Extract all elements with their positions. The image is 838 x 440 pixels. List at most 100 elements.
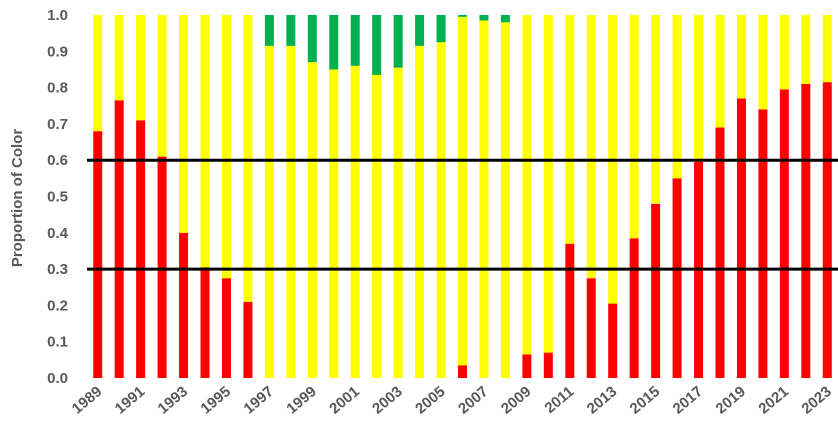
y-tick-label: 0.6	[47, 152, 68, 169]
bar-segment-1-2012	[586, 15, 596, 279]
bar-segment-2-2005	[436, 15, 446, 43]
bar-segment-1-2009	[522, 15, 532, 355]
bar-segment-1-1997	[264, 45, 274, 378]
bar-segment-0-2012	[586, 278, 596, 378]
bar-segment-2-1997	[264, 15, 274, 46]
bar-segment-1-2011	[565, 15, 575, 244]
x-tick-label: 1993	[155, 383, 191, 417]
x-tick-label: 2015	[627, 383, 663, 417]
y-axis-label: Proportion of Color	[9, 129, 26, 267]
bar-segment-1-1992	[157, 15, 167, 157]
bar-segment-0-2021	[779, 89, 789, 378]
bar-segment-0-1992	[157, 156, 167, 378]
bar-segment-1-2014	[629, 15, 639, 239]
x-tick-label: 2011	[541, 383, 577, 417]
bar-segment-1-2003	[393, 67, 403, 378]
y-tick-label: 0.8	[47, 80, 68, 97]
bar-segment-2-2006	[458, 15, 467, 17]
x-tick-label: 2021	[755, 383, 791, 417]
bar-segment-1-1989	[93, 15, 103, 132]
y-tick-label: 1.0	[47, 7, 68, 24]
bar-segment-0-1989	[93, 131, 103, 378]
bar-segment-0-2014	[629, 238, 639, 378]
bar-segment-0-2022	[801, 83, 811, 378]
bar-segment-0-1990	[114, 100, 124, 379]
x-tick-label: 2023	[798, 383, 834, 417]
bar-segment-1-2005	[436, 42, 446, 378]
y-tick-label: 0.0	[47, 370, 68, 387]
bar-segment-1-1993	[179, 15, 189, 233]
bar-segment-0-2013	[608, 303, 618, 378]
bar-segment-1-2022	[801, 15, 811, 84]
y-tick-label: 0.4	[47, 225, 69, 242]
bar-segment-1-1994	[200, 15, 210, 268]
y-tick-label: 0.1	[47, 334, 68, 351]
bar-segment-0-2006	[458, 365, 467, 378]
y-tick-label: 0.7	[47, 116, 68, 133]
bar-segment-2-1999	[307, 15, 317, 63]
bar-segment-0-2011	[565, 243, 575, 378]
bar-segment-0-2009	[522, 354, 532, 378]
bar-segment-1-1996	[243, 15, 253, 302]
bar-segment-1-2000	[329, 69, 339, 378]
bar-segment-1-2006	[458, 16, 467, 366]
bar-segment-1-2019	[736, 15, 746, 99]
bar-segment-2-2007	[479, 15, 489, 21]
bar-segment-1-2010	[543, 15, 553, 353]
x-tick-label: 1995	[198, 383, 234, 417]
x-tick-label: 1989	[69, 383, 105, 417]
x-tick-label: 1997	[240, 383, 276, 417]
x-tick-label: 2001	[326, 383, 362, 417]
bar-segment-1-1998	[286, 45, 296, 378]
bar-segment-1-1990	[114, 15, 124, 101]
bar-segment-1-2018	[715, 15, 725, 128]
bar-segment-2-2001	[350, 15, 360, 66]
x-tick-labels: 1989 1991 1993 1995 1997 1999 2001 2003 2005 2007…	[69, 383, 835, 417]
bar-segment-2-2000	[329, 15, 339, 70]
bar-segment-0-1996	[243, 301, 253, 378]
y-tick-label: 0.9	[47, 43, 68, 60]
x-tick-label: 1991	[112, 383, 148, 417]
x-tick-label: 2005	[412, 383, 448, 417]
bar-segment-0-2023	[822, 82, 832, 378]
bar-segment-0-1991	[136, 120, 146, 379]
y-tick-label: 0.2	[47, 297, 68, 314]
bar-segment-0-2010	[543, 352, 553, 378]
bar-segment-1-2001	[350, 65, 360, 378]
bar-segment-0-2018	[715, 127, 725, 378]
bar-segment-1-2008	[500, 22, 510, 378]
bar-segment-1-1991	[136, 15, 146, 121]
bar-segment-1-1995	[221, 15, 231, 279]
x-tick-label: 2003	[369, 383, 405, 417]
y-tick-label: 0.5	[47, 189, 68, 206]
bar-segment-2-2003	[393, 15, 403, 68]
x-tick-label: 1999	[283, 383, 319, 417]
x-tick-label: 2019	[713, 383, 749, 417]
x-tick-label: 2017	[670, 383, 706, 417]
bar-segment-0-1993	[179, 232, 189, 378]
bar-segment-1-2007	[479, 20, 489, 378]
bar-segment-2-1998	[286, 15, 296, 46]
bar-segment-1-1999	[307, 62, 317, 378]
bar-segment-2-2004	[415, 15, 425, 46]
bar-segment-1-2021	[779, 15, 789, 90]
y-tick-label: 0.3	[47, 261, 68, 278]
bar-segment-0-2016	[672, 178, 682, 378]
bar-segment-1-2016	[672, 15, 682, 179]
bar-segment-2-2008	[500, 15, 510, 23]
bar-segment-1-2023	[822, 15, 832, 83]
x-tick-label: 2009	[498, 383, 534, 417]
bar-segment-0-1995	[221, 278, 231, 378]
bar-segment-1-2017	[694, 15, 704, 163]
bar-segment-0-2015	[651, 203, 661, 378]
bar-segment-0-2019	[736, 98, 746, 379]
bars	[93, 15, 832, 379]
reference-lines	[87, 158, 838, 271]
bar-segment-1-2020	[758, 15, 768, 110]
x-tick-label: 2013	[584, 383, 620, 417]
bar-segment-1-2004	[415, 45, 425, 378]
x-tick-label: 2007	[455, 383, 491, 417]
bar-segment-1-2002	[372, 74, 382, 379]
bar-segment-0-1994	[200, 267, 210, 378]
